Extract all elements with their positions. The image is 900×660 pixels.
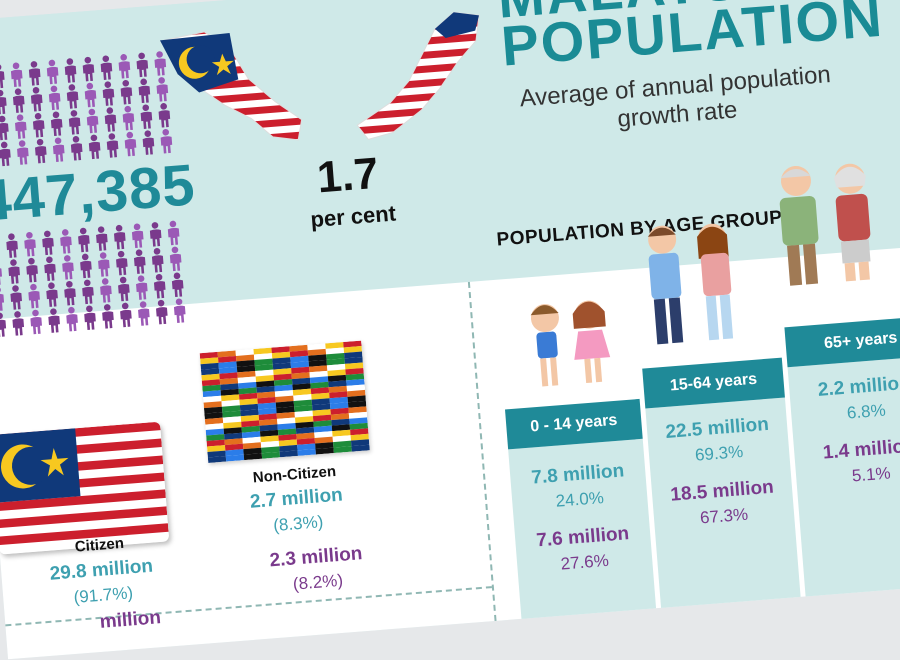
person-icon (78, 278, 97, 305)
person-icon (7, 61, 26, 88)
person-icon (99, 80, 118, 107)
person-icon (61, 280, 80, 307)
person-icon (135, 77, 154, 104)
person-icon (112, 249, 131, 276)
children-illustration (530, 300, 611, 387)
person-icon (94, 251, 113, 278)
person-icon (96, 277, 115, 304)
person-icon (148, 247, 167, 274)
person-icon (67, 135, 86, 162)
person-icon (27, 86, 46, 113)
person-icon (25, 60, 44, 87)
person-icon (114, 275, 133, 302)
person-icon (43, 281, 62, 308)
person-icon (164, 219, 183, 246)
person-icon (43, 58, 62, 85)
population-people-icons-bottom (0, 219, 189, 338)
person-icon (83, 107, 102, 134)
person-icon (150, 273, 169, 300)
adults-illustration (647, 223, 734, 345)
person-icon (59, 254, 78, 281)
growth-rate-value: 1.7 (315, 148, 381, 203)
person-icon (151, 50, 170, 77)
person-icon (45, 307, 64, 334)
person-icon (170, 297, 189, 324)
person-icon (49, 136, 68, 163)
person-icon (11, 113, 30, 140)
person-icon (0, 140, 14, 167)
person-icon (85, 133, 104, 160)
person-icon (39, 229, 58, 256)
person-icon (0, 63, 8, 90)
person-icon (74, 226, 93, 253)
person-icon (29, 112, 48, 139)
person-icon (23, 257, 42, 284)
person-icon (153, 76, 172, 103)
person-icon (47, 110, 66, 137)
person-icon (117, 79, 136, 106)
person-icon (63, 306, 82, 333)
malaysia-flag-map (159, 11, 480, 141)
person-icon (139, 129, 158, 156)
person-icon (155, 102, 174, 129)
person-icon (13, 139, 32, 166)
person-icon (76, 252, 95, 279)
person-icon (45, 84, 64, 111)
person-icon (25, 282, 44, 309)
population-people-icons-top (0, 50, 176, 169)
person-icon (81, 81, 100, 108)
person-icon (61, 57, 80, 84)
person-icon (146, 221, 165, 248)
person-icon (103, 132, 122, 159)
person-icon (157, 128, 176, 155)
person-icon (110, 224, 129, 251)
person-icon (81, 304, 100, 331)
person-icon (134, 300, 153, 327)
person-icon (0, 114, 12, 141)
person-icon (65, 109, 84, 136)
person-icon (152, 298, 171, 325)
person-icon (79, 56, 98, 83)
person-icon (121, 130, 140, 157)
person-icon (5, 258, 24, 285)
person-icon (97, 54, 116, 81)
person-icon (9, 87, 28, 114)
person-icon (92, 225, 111, 252)
person-icon (63, 83, 82, 110)
person-icon (56, 228, 75, 255)
person-icon (0, 311, 10, 338)
person-icon (9, 310, 28, 337)
world-flags-icon (199, 340, 370, 463)
person-icon (7, 284, 26, 311)
person-icon (0, 88, 10, 115)
person-icon (130, 248, 149, 275)
malaysia-flag-icon (0, 421, 170, 555)
person-icon (101, 106, 120, 133)
seniors-illustration (779, 163, 871, 286)
person-icon (115, 53, 134, 80)
person-icon (0, 285, 8, 312)
person-icon (98, 303, 117, 330)
person-icon (128, 222, 147, 249)
person-icon (132, 274, 151, 301)
person-icon (41, 255, 60, 282)
person-icon (168, 271, 187, 298)
person-icon (31, 137, 50, 164)
person-icon (3, 232, 22, 259)
person-icon (166, 245, 185, 272)
person-icon (116, 301, 135, 328)
person-icon (21, 231, 40, 258)
person-icon (137, 103, 156, 130)
person-icon (119, 105, 138, 132)
person-icon (27, 308, 46, 335)
person-icon (133, 51, 152, 78)
